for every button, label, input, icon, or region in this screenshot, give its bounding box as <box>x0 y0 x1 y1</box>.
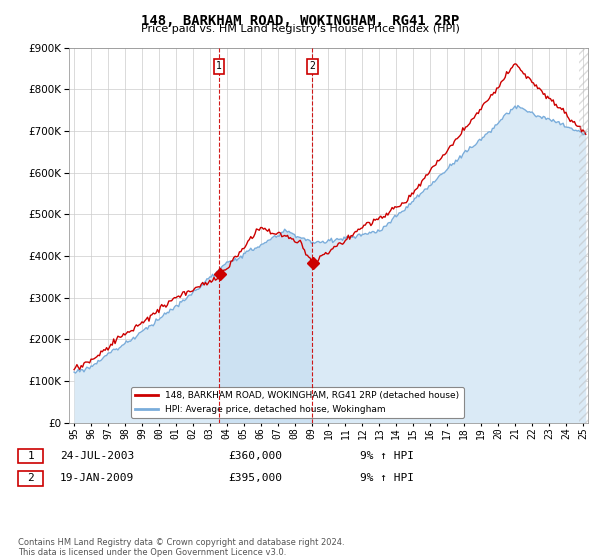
Text: 148, BARKHAM ROAD, WOKINGHAM, RG41 2RP: 148, BARKHAM ROAD, WOKINGHAM, RG41 2RP <box>141 14 459 28</box>
Text: 1: 1 <box>27 451 34 461</box>
Text: 24-JUL-2003: 24-JUL-2003 <box>60 451 134 461</box>
Text: 1: 1 <box>216 62 222 71</box>
Text: Price paid vs. HM Land Registry's House Price Index (HPI): Price paid vs. HM Land Registry's House … <box>140 24 460 34</box>
Text: 2: 2 <box>27 473 34 483</box>
Legend: 148, BARKHAM ROAD, WOKINGHAM, RG41 2RP (detached house), HPI: Average price, det: 148, BARKHAM ROAD, WOKINGHAM, RG41 2RP (… <box>131 387 464 418</box>
Text: 9% ↑ HPI: 9% ↑ HPI <box>360 451 414 461</box>
Text: 19-JAN-2009: 19-JAN-2009 <box>60 473 134 483</box>
Text: Contains HM Land Registry data © Crown copyright and database right 2024.
This d: Contains HM Land Registry data © Crown c… <box>18 538 344 557</box>
Text: 2: 2 <box>310 62 316 71</box>
Text: £395,000: £395,000 <box>228 473 282 483</box>
Text: £360,000: £360,000 <box>228 451 282 461</box>
Text: 9% ↑ HPI: 9% ↑ HPI <box>360 473 414 483</box>
